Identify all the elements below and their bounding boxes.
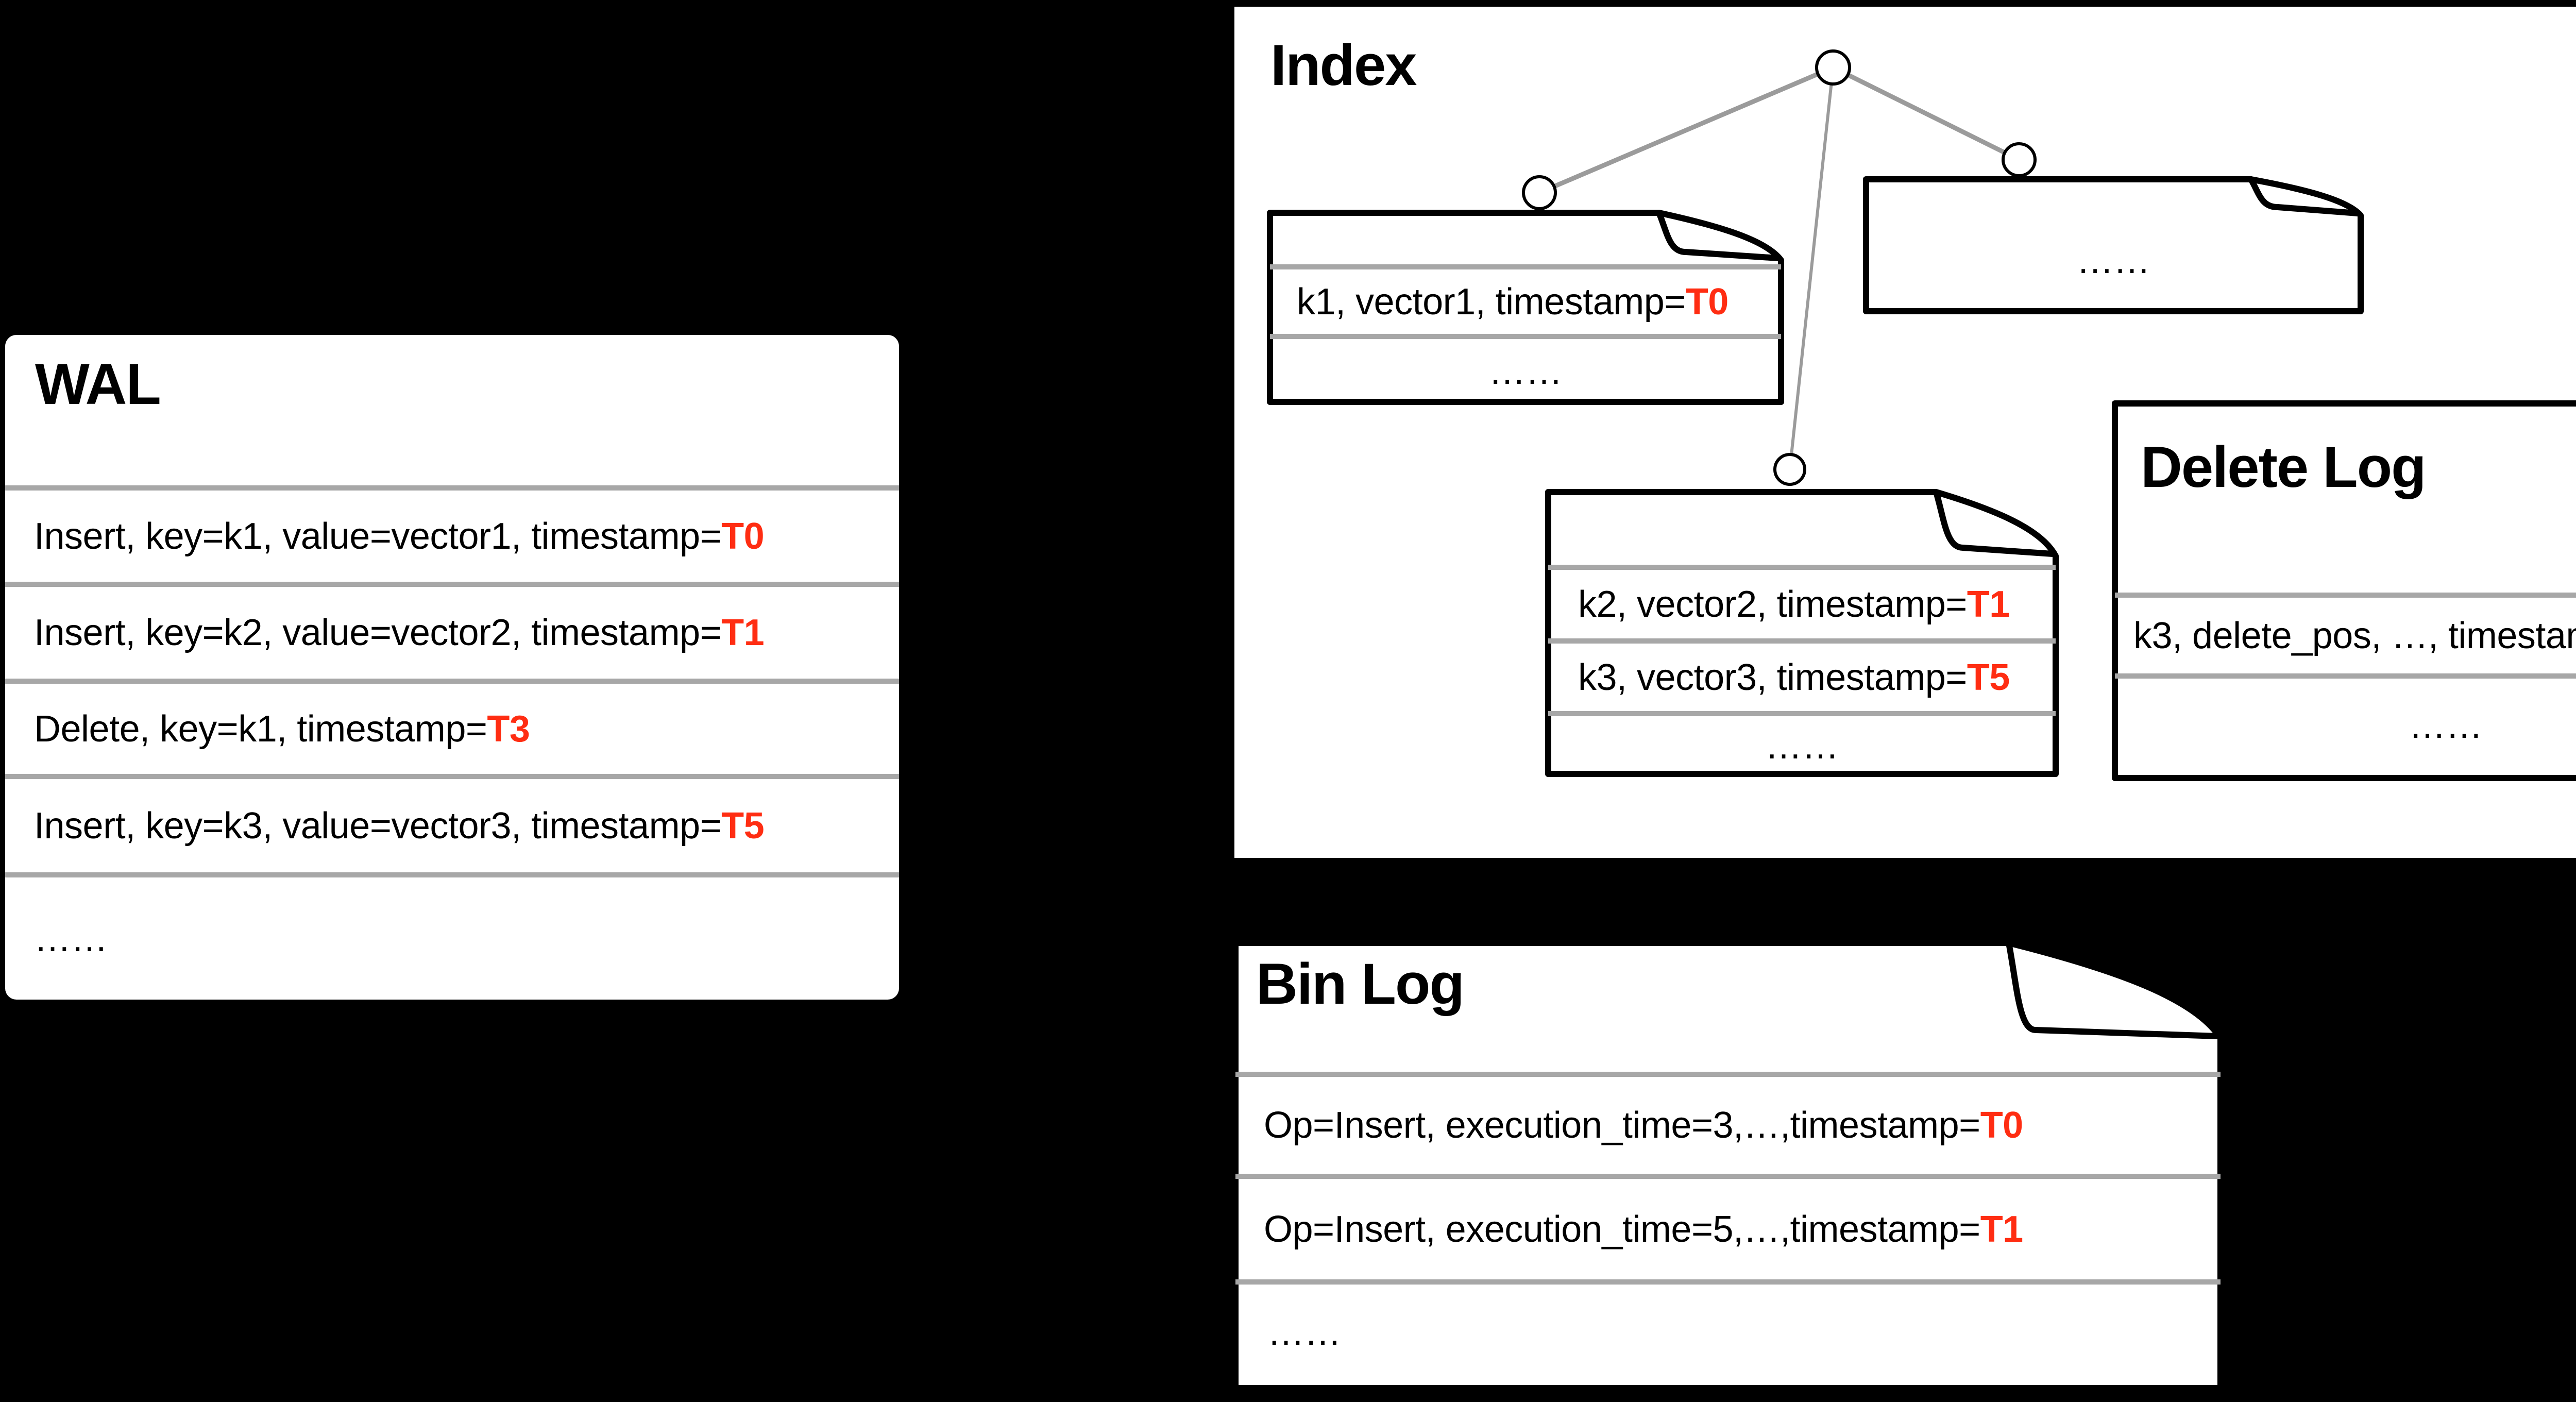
divider: [1270, 334, 1781, 339]
divider: [5, 774, 899, 779]
wal-row-text: Insert, key=k2, value=vector2, timestamp…: [34, 612, 722, 653]
divider: [5, 582, 899, 587]
wal-row: Insert, key=k2, value=vector2, timestamp…: [5, 587, 899, 679]
segment-row: k3, vector3, timestamp= T5: [1548, 644, 2056, 711]
delete-log-title: Delete Log: [2141, 435, 2427, 499]
delete-log-row: ……: [2115, 679, 2576, 772]
segment-row-text: ……: [2076, 240, 2151, 281]
document-shape: [1863, 176, 2364, 314]
segment-row: ……: [1548, 716, 2056, 775]
timestamp-value: T5: [1967, 656, 2010, 698]
wal-title: WAL: [35, 352, 161, 416]
timestamp-value: T1: [1967, 583, 2010, 625]
wal-row-text: Insert, key=k3, value=vector3, timestamp…: [34, 805, 722, 847]
timestamp-value: T3: [487, 708, 530, 750]
segment-row: ……: [1866, 206, 2361, 315]
timestamp-value: T0: [721, 515, 765, 557]
tree-edge: [1832, 65, 2020, 162]
tree-node-circle: [2002, 142, 2037, 177]
segment-row: k1, vector1, timestamp= T0: [1270, 269, 1781, 334]
timestamp-value: T0: [1980, 1105, 2024, 1146]
delete-log-doc: Delete Log k3, delete_pos, …, timestamp=…: [2111, 399, 2576, 782]
divider: [1548, 565, 2056, 570]
segment-row-text: ……: [1488, 350, 1563, 392]
divider: [5, 485, 899, 491]
timestamp-value: T0: [1685, 281, 1729, 323]
tree-edge: [1538, 65, 1834, 195]
wal-box: WAL Insert, key=k1, value=vector1, times…: [5, 335, 899, 1000]
index-title: Index: [1270, 33, 1417, 97]
segment-row-text: k1, vector1, timestamp=: [1297, 281, 1686, 323]
wal-row: Delete, key=k1, timestamp= T3: [5, 684, 899, 774]
tree-node-circle: [1773, 453, 1806, 486]
segment-row: k2, vector2, timestamp= T1: [1548, 570, 2056, 638]
bin-log-row: ……: [1235, 1279, 2221, 1385]
segment-row-text: k3, vector3, timestamp=: [1578, 656, 1967, 698]
wal-row: Insert, key=k3, value=vector3, timestamp…: [5, 779, 899, 872]
divider: [1235, 1072, 2221, 1077]
wal-row-text: ……: [34, 918, 108, 959]
divider: [1548, 711, 2056, 716]
divider: [1270, 264, 1781, 269]
divider: [2115, 673, 2576, 679]
document-shape: [1232, 940, 2224, 1391]
tree-root-node-circle: [1815, 49, 1851, 86]
document-shape: [1545, 489, 2059, 777]
bin-log-title: Bin Log: [1256, 952, 1465, 1016]
delete-log-row-text: k3, delete_pos, …, timestamp=: [2133, 615, 2576, 656]
divider: [1235, 1279, 2221, 1285]
segment-row-text: k2, vector2, timestamp=: [1578, 583, 1967, 625]
divider: [1235, 1174, 2221, 1179]
index-segment3-doc: ……: [1862, 175, 2365, 315]
divider: [1548, 638, 2056, 644]
bin-log-doc: Bin Log Op=Insert, execution_time=3,…,ti…: [1231, 939, 2225, 1392]
document-shape: [2112, 400, 2576, 781]
bin-log-row-text: ……: [1267, 1311, 1342, 1353]
bin-log-row-text: Op=Insert, execution_time=5,…,timestamp=: [1264, 1208, 1980, 1250]
document-shape: [1267, 210, 1784, 405]
index-segment2-doc: k2, vector2, timestamp= T1 k3, vector3, t…: [1544, 488, 2060, 778]
divider: [5, 679, 899, 684]
tree-edge: [1788, 67, 1835, 470]
delete-log-row: k3, delete_pos, …, timestamp=T3: [2115, 598, 2576, 673]
wal-row: Insert, key=k1, value=vector1, timestamp…: [5, 491, 899, 582]
index-segment1-doc: k1, vector1, timestamp= T0 ……: [1266, 209, 1785, 406]
wal-row-text: Delete, key=k1, timestamp=: [34, 708, 487, 750]
bin-log-row: Op=Insert, execution_time=5,…,timestamp=…: [1235, 1179, 2221, 1279]
delete-log-row-text: ……: [2409, 704, 2483, 746]
divider: [2115, 593, 2576, 598]
divider: [5, 872, 899, 877]
tree-node-circle: [1522, 175, 1557, 210]
timestamp-value: T5: [721, 805, 765, 847]
bin-log-row: Op=Insert, execution_time=3,…,timestamp=…: [1235, 1077, 2221, 1174]
wal-row-text: Insert, key=k1, value=vector1, timestamp…: [34, 515, 722, 557]
segment-row-text: ……: [1765, 725, 1839, 767]
segment-row: ……: [1270, 339, 1781, 403]
timestamp-value: T1: [1980, 1208, 2024, 1250]
bin-log-row-text: Op=Insert, execution_time=3,…,timestamp=: [1264, 1105, 1980, 1146]
timestamp-value: T1: [721, 612, 765, 653]
wal-row: ……: [5, 877, 899, 1000]
